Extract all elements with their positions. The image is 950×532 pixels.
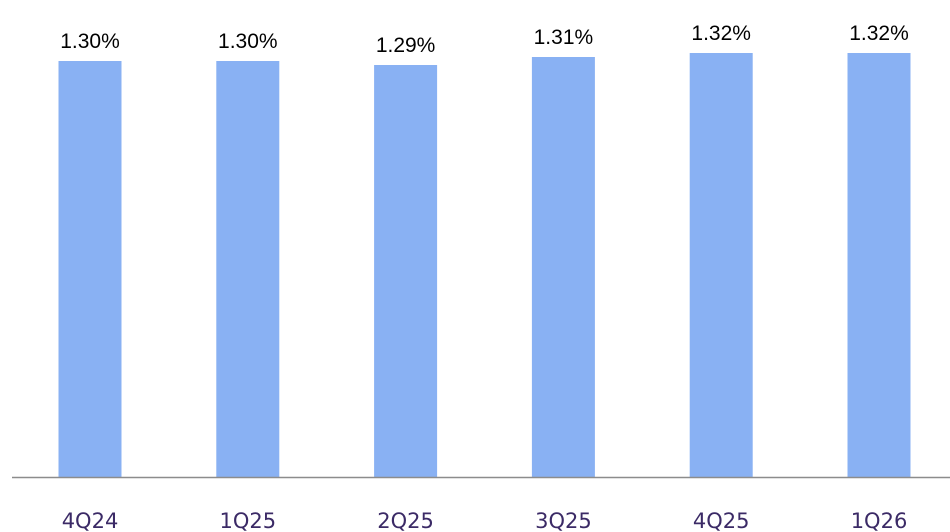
bar-4q24 xyxy=(58,61,122,477)
x-tick-label-3q25: 3Q25 xyxy=(535,509,592,532)
x-tick-label-4q25: 4Q25 xyxy=(693,509,750,532)
value-label-1q25: 1.30% xyxy=(218,30,278,53)
value-label-1q26: 1.32% xyxy=(849,22,909,45)
value-label-4q24: 1.30% xyxy=(60,30,120,53)
bar-3q25 xyxy=(531,57,595,477)
bar-4q25 xyxy=(689,53,753,477)
bar-1q26 xyxy=(847,53,911,477)
value-label-4q25: 1.32% xyxy=(691,22,751,45)
x-tick-label-4q24: 4Q24 xyxy=(62,509,119,532)
value-label-3q25: 1.31% xyxy=(534,26,594,49)
value-labels-group: 1.30% 1.30% 1.29% 1.31% 1.32% 1.32% xyxy=(60,22,909,57)
x-tick-label-1q26: 1Q26 xyxy=(851,509,908,532)
bars-group xyxy=(58,53,911,477)
bar-1q25 xyxy=(216,61,280,477)
x-tick-label-2q25: 2Q25 xyxy=(377,509,434,532)
value-label-2q25: 1.29% xyxy=(376,34,436,57)
bar-2q25 xyxy=(374,65,438,477)
x-tick-labels-group: 4Q24 1Q25 2Q25 3Q25 4Q25 1Q26 xyxy=(62,509,908,532)
x-tick-label-1q25: 1Q25 xyxy=(219,509,276,532)
